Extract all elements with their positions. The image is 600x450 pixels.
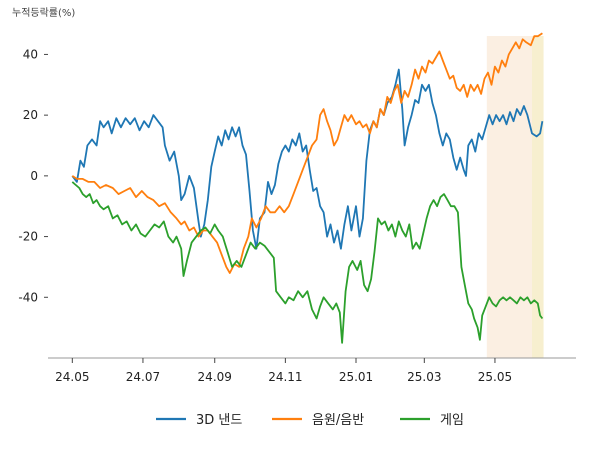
y-axis: -40 -20 0 20 40 (18, 47, 48, 304)
x-tick-label: 24.09 (198, 370, 232, 384)
x-tick-label: 25.01 (339, 370, 373, 384)
highlight-bands (486, 36, 544, 358)
x-axis: 24.05 24.07 24.09 24.11 25.01 25.03 25.05 (55, 358, 512, 384)
series-line-2 (71, 32, 543, 274)
series-line-3 (71, 181, 544, 344)
legend-label-3: 게임 (440, 413, 464, 428)
x-tick-label: 24.11 (268, 370, 302, 384)
legend: 3D 낸드 음원/음반 게임 (156, 413, 464, 428)
highlight-band-2 (532, 36, 544, 358)
y-tick-label: -40 (18, 290, 38, 304)
x-tick-label: 25.05 (478, 370, 512, 384)
series-lines (71, 32, 544, 344)
x-tick-label: 24.07 (126, 370, 160, 384)
legend-label-2: 음원/음반 (312, 413, 364, 428)
highlight-band-1 (486, 36, 532, 358)
y-axis-label: 누적등락률(%) (12, 7, 75, 19)
y-tick-label: 0 (30, 169, 38, 183)
series-line-1 (71, 68, 544, 250)
x-tick-label: 24.05 (55, 370, 89, 384)
x-tick-label: 25.03 (407, 370, 441, 384)
y-tick-label: 40 (23, 47, 38, 61)
y-tick-label: 20 (23, 108, 38, 122)
y-tick-label: -20 (18, 230, 38, 244)
legend-label-1: 3D 낸드 (196, 413, 242, 428)
